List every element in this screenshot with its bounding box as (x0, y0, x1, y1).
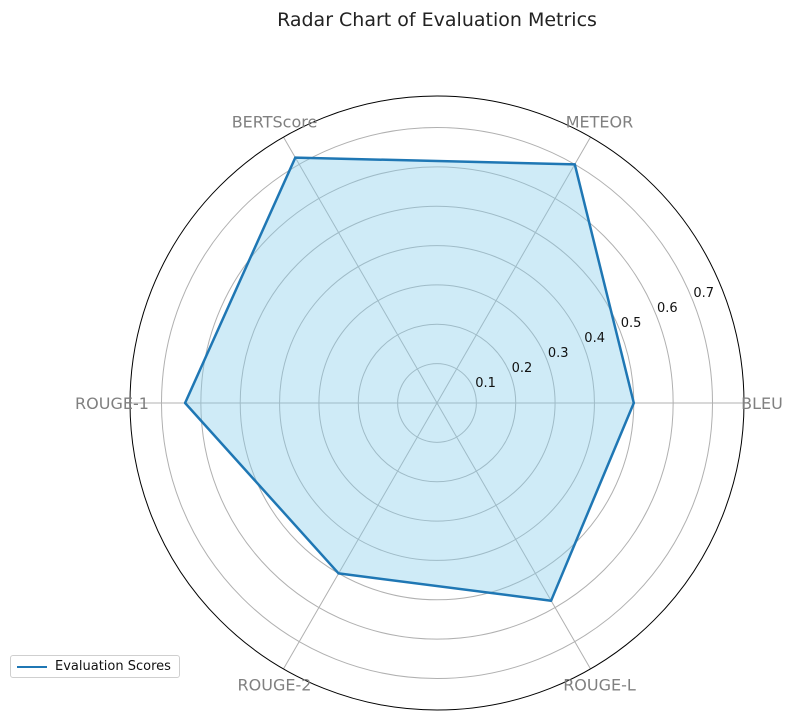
r-tick-label-1: 0.1 (475, 376, 496, 391)
spoke-rouge-l (436, 402, 591, 670)
r-tick-label-3: 0.3 (548, 346, 569, 361)
r-tick-label-5: 0.5 (621, 316, 642, 331)
label-layer: 0.1 0.2 0.3 0.4 0.5 0.6 0.7 BLEU METEOR BERTScore… (75, 113, 783, 695)
data-point-bleu (632, 401, 635, 405)
chart-title: Radar Chart of Evaluation Metrics (277, 9, 597, 31)
series-layer (183, 156, 636, 602)
r-tick-label-4: 0.4 (584, 331, 605, 346)
data-point-rouge-1 (183, 401, 187, 405)
r-tick-label-6: 0.6 (657, 301, 678, 316)
category-label-bleu: BLEU (741, 394, 783, 413)
data-point-rouge-l (549, 599, 553, 602)
legend-label: Evaluation Scores (55, 659, 171, 674)
category-label-bertscore: BERTScore (232, 113, 318, 132)
category-label-rouge-1: ROUGE-1 (75, 394, 149, 413)
spoke-rouge-2 (283, 402, 438, 670)
spoke-bertscore (283, 136, 438, 404)
spoke-meteor (436, 136, 591, 404)
r-tick-label-2: 0.2 (512, 361, 533, 376)
grid-layer (129, 95, 745, 711)
category-label-rouge-l: ROUGE-L (563, 676, 636, 695)
legend-line-swatch (17, 665, 47, 668)
legend: Evaluation Scores (10, 655, 180, 678)
r-tick-label-7: 0.7 (693, 286, 714, 301)
data-point-meteor (573, 163, 576, 166)
category-label-rouge-2: ROUGE-2 (238, 676, 312, 695)
data-point-rouge-2 (337, 572, 340, 575)
data-point-bertscore (294, 156, 297, 159)
outer-frame (129, 95, 745, 711)
series-area-1 (185, 157, 634, 601)
category-label-meteor: METEOR (566, 113, 634, 132)
